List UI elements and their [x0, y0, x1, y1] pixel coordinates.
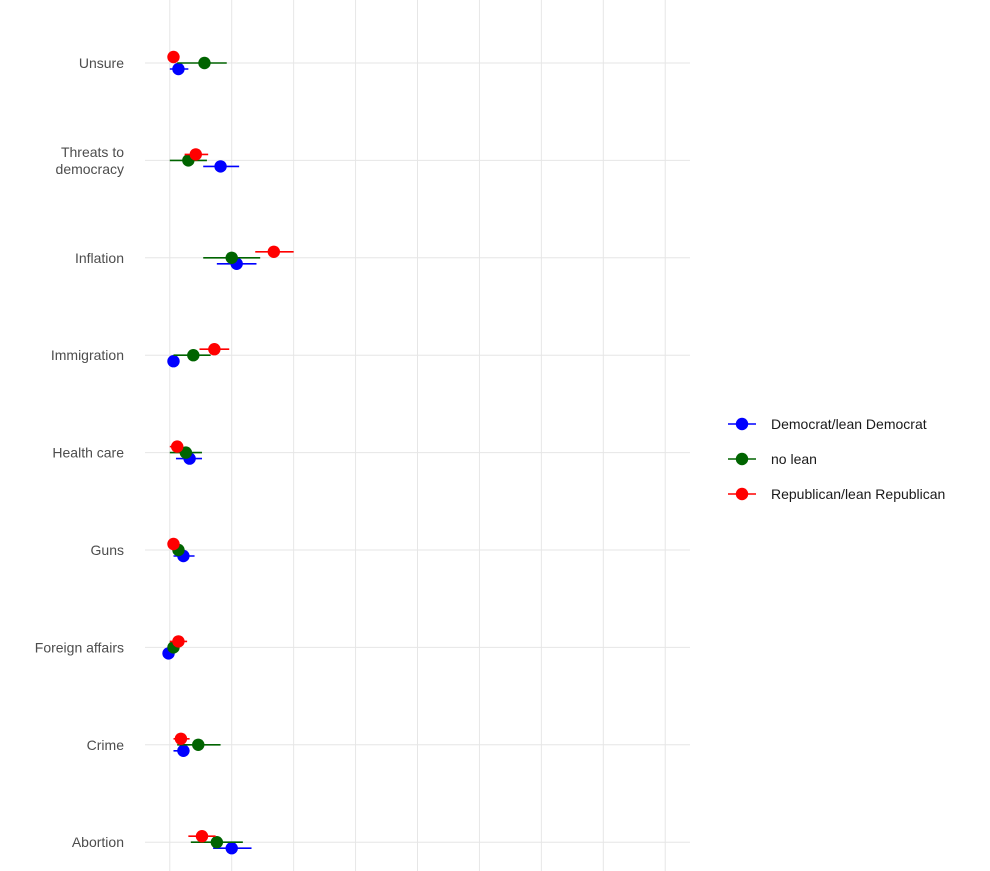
data-point: [167, 537, 180, 551]
data-point: [198, 56, 211, 70]
data-point: [177, 744, 190, 757]
y-tick-label-line: Guns: [91, 542, 124, 558]
data-point: [195, 830, 209, 843]
data-point: [189, 148, 202, 161]
data-point: [172, 635, 185, 648]
data-point: [192, 738, 205, 751]
data-point: [167, 50, 180, 64]
legend-key-dot: [735, 452, 749, 466]
series-2: [167, 50, 294, 843]
data-point: [171, 440, 184, 453]
legend-key-dot: [735, 417, 749, 431]
data-series: [162, 50, 294, 855]
y-tick-label: Abortion: [72, 834, 124, 850]
y-tick-label-line: Health care: [52, 445, 124, 461]
data-point: [210, 836, 224, 849]
y-tick-label-line: Threats to: [61, 144, 124, 160]
y-tick-label-line: Unsure: [79, 55, 124, 71]
y-tick-label-line: Foreign affairs: [35, 639, 124, 655]
data-point: [225, 251, 238, 264]
data-point: [267, 245, 281, 258]
y-tick-label-line: Abortion: [72, 834, 124, 850]
legend-label: no lean: [771, 451, 817, 467]
grid: [145, 0, 690, 871]
data-point: [172, 62, 185, 76]
data-point: [187, 349, 200, 362]
y-tick-label: Unsure: [79, 55, 124, 71]
y-tick-label-line: Immigration: [51, 347, 124, 363]
y-tick-label-line: Inflation: [75, 250, 124, 266]
data-point: [225, 842, 238, 855]
data-point: [174, 732, 188, 745]
y-tick-label-line: democracy: [56, 161, 124, 177]
series-1: [167, 56, 261, 849]
legend-key-dot: [735, 487, 749, 501]
data-point: [214, 160, 227, 173]
y-tick-label: Inflation: [75, 250, 124, 266]
legend: Democrat/lean Democrat no lean Republican/…: [728, 416, 945, 502]
y-tick-label: Health care: [52, 445, 124, 461]
y-tick-label-line: Crime: [87, 737, 125, 753]
y-tick-label: Immigration: [51, 347, 124, 363]
data-point: [179, 446, 193, 459]
data-point: [167, 355, 180, 368]
y-tick-label: Threats to democracy: [56, 144, 125, 177]
y-tick-label: Foreign affairs: [35, 639, 124, 655]
data-point: [208, 343, 221, 356]
y-tick-label: Guns: [91, 542, 124, 558]
legend-label: Republican/lean Republican: [771, 486, 945, 502]
legend-label: Democrat/lean Democrat: [771, 416, 927, 432]
category-labels: Unsure Threats to democracy Inflation Immigr…: [35, 55, 124, 850]
y-tick-label: Crime: [87, 737, 125, 753]
